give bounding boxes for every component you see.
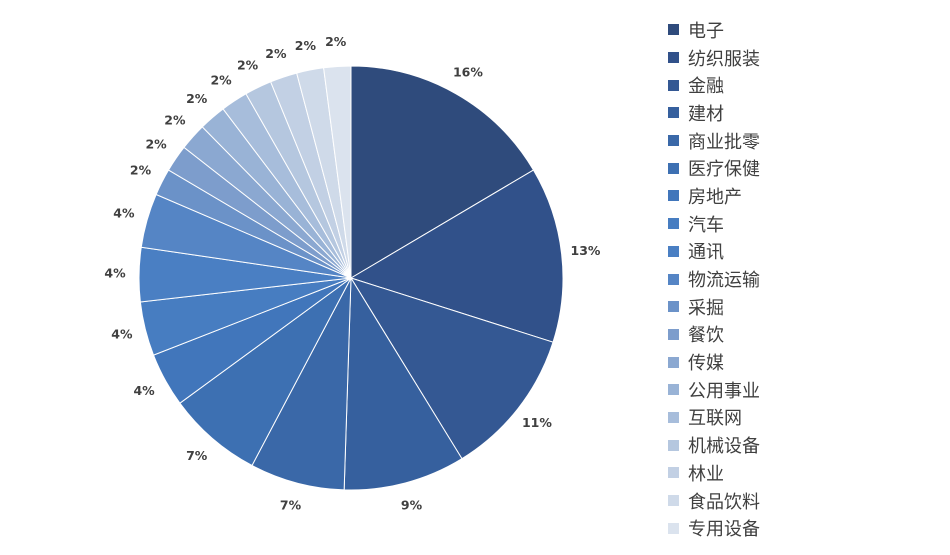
legend-label: 食品饮料	[688, 491, 760, 513]
legend-label: 物流运输	[688, 270, 760, 292]
data-label: 2%	[237, 57, 259, 72]
legend-item: 专用设备	[668, 514, 760, 542]
legend-item: 房地产	[668, 182, 760, 210]
legend-item: 建材	[668, 99, 760, 127]
legend-item: 汽车	[668, 210, 760, 238]
legend-item: 纺织服装	[668, 44, 760, 72]
legend-swatch	[668, 411, 679, 423]
legend-item: 通讯	[668, 238, 760, 266]
legend-label: 互联网	[688, 408, 742, 430]
pie-data-labels: 16%13%11%9%7%7%4%4%4%4%2%2%2%2%2%2%2%2% 2…	[104, 34, 601, 513]
legend-label: 金融	[688, 76, 724, 98]
legend-item: 物流运输	[668, 265, 760, 293]
pie-slices	[138, 65, 564, 491]
legend-swatch	[668, 328, 679, 340]
legend-swatch	[668, 135, 679, 147]
legend-item: 机械设备	[668, 431, 760, 459]
legend-swatch	[668, 162, 679, 174]
legend-swatch	[668, 356, 679, 368]
legend-item: 采掘	[668, 293, 760, 321]
data-label: 4%	[111, 326, 133, 341]
legend-label: 纺织服装	[688, 48, 760, 70]
legend-item: 电子	[668, 16, 760, 44]
legend-label: 机械设备	[688, 436, 760, 458]
legend-item: 公用事业	[668, 376, 760, 404]
legend-swatch	[668, 24, 679, 36]
data-label: 4%	[113, 205, 135, 220]
legend-label: 通讯	[688, 242, 724, 264]
legend: 电子纺织服装金融建材商业批零医疗保健房地产汽车通讯物流运输采掘餐饮传媒公用事业互…	[668, 16, 760, 542]
data-label: 2%	[295, 38, 317, 53]
pie-slice	[343, 276, 463, 491]
legend-label: 采掘	[688, 297, 724, 319]
legend-label: 电子	[688, 20, 724, 42]
legend-swatch	[668, 52, 679, 64]
legend-item: 传媒	[668, 348, 760, 376]
legend-label: 林业	[688, 463, 724, 485]
legend-swatch	[668, 522, 679, 534]
legend-label: 餐饮	[688, 325, 724, 347]
legend-label: 专用设备	[688, 519, 760, 541]
legend-item: 商业批零	[668, 127, 760, 155]
data-label: 9%	[401, 498, 423, 513]
data-label: 13%	[571, 243, 601, 258]
legend-label: 建材	[688, 103, 724, 125]
data-label: 2%	[145, 136, 167, 151]
legend-swatch	[668, 79, 679, 91]
data-label: 2%	[265, 46, 287, 61]
legend-swatch	[668, 467, 679, 479]
pie-slice	[323, 65, 352, 279]
data-label: 2%	[130, 163, 152, 178]
pie-slice	[350, 65, 535, 279]
legend-label: 传媒	[688, 353, 724, 375]
legend-swatch	[668, 439, 679, 451]
data-label: 11%	[522, 415, 552, 430]
data-label: 16%	[453, 65, 483, 80]
legend-swatch	[668, 384, 679, 396]
data-label: 2%	[325, 34, 347, 49]
legend-swatch	[668, 190, 679, 202]
legend-item: 食品饮料	[668, 487, 760, 515]
pie-slice	[349, 277, 554, 460]
legend-swatch	[668, 245, 679, 257]
legend-item: 餐饮	[668, 321, 760, 349]
legend-item: 林业	[668, 459, 760, 487]
legend-label: 汽车	[688, 214, 724, 236]
legend-item: 医疗保健	[668, 154, 760, 182]
legend-swatch	[668, 107, 679, 119]
data-label: 4%	[104, 266, 126, 281]
data-label: 7%	[186, 448, 208, 463]
legend-swatch	[668, 273, 679, 285]
legend-item: 互联网	[668, 404, 760, 432]
legend-label: 公用事业	[688, 380, 760, 402]
pie-slice	[349, 169, 564, 343]
data-label: 4%	[133, 383, 155, 398]
data-label: 2%	[210, 73, 232, 88]
legend-label: 商业批零	[688, 131, 760, 153]
legend-item: 金融	[668, 71, 760, 99]
legend-swatch	[668, 301, 679, 313]
legend-swatch	[668, 495, 679, 507]
data-label: 2%	[186, 91, 208, 106]
legend-label: 房地产	[688, 186, 742, 208]
legend-swatch	[668, 218, 679, 230]
data-label: 7%	[280, 498, 302, 513]
data-label: 2%	[164, 112, 186, 127]
legend-label: 医疗保健	[688, 159, 760, 181]
